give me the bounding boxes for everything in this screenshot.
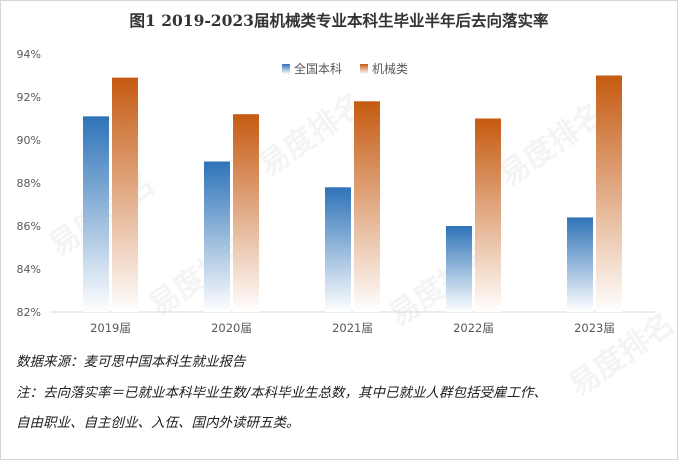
bar-series2 <box>354 101 380 312</box>
bar-series1 <box>446 226 472 312</box>
y-tick-label: 82% <box>17 306 41 319</box>
bar-series2 <box>233 114 259 312</box>
y-tick-label: 86% <box>17 220 41 233</box>
y-tick-label: 92% <box>17 91 41 104</box>
x-tick-label: 2019届 <box>90 321 131 335</box>
legend-swatch <box>360 64 368 74</box>
bar-series1 <box>567 217 593 312</box>
bar-series2 <box>596 75 622 312</box>
x-tick-label: 2021届 <box>332 321 373 335</box>
bar-series2 <box>112 77 138 313</box>
y-tick-label: 94% <box>17 48 41 61</box>
x-tick-label: 2023届 <box>574 321 615 335</box>
footnote-line-1: 注：去向落实率＝已就业本科毕业生数/本科毕业生总数，其中已就业人群包括受雇工作、 <box>16 385 548 401</box>
x-tick-label: 2020届 <box>211 321 252 335</box>
footnote-line-2: 自由职业、自主创业、入伍、国内外读研五类。 <box>16 415 300 431</box>
data-source-note: 数据来源：麦可思中国本科生就业报告 <box>16 354 246 370</box>
legend-label: 机械类 <box>372 61 408 76</box>
y-tick-label: 84% <box>17 263 41 276</box>
bar-series1 <box>83 116 109 312</box>
chart-title: 图1 2019-2023届机械类专业本科生毕业半年后去向落实率 <box>129 11 549 30</box>
bar-series1 <box>325 187 351 312</box>
bar-chart: 82% 84% 86% 88% 90% 92% 94% 2019届 2020届 2021届 2022… <box>17 48 655 335</box>
y-tick-label: 90% <box>17 134 41 147</box>
bar-series1 <box>204 161 230 312</box>
y-tick-label: 88% <box>17 177 41 190</box>
legend-swatch <box>282 64 290 74</box>
bar-series2 <box>475 118 501 312</box>
x-tick-label: 2022届 <box>453 321 494 335</box>
legend-label: 全国本科 <box>294 61 342 76</box>
